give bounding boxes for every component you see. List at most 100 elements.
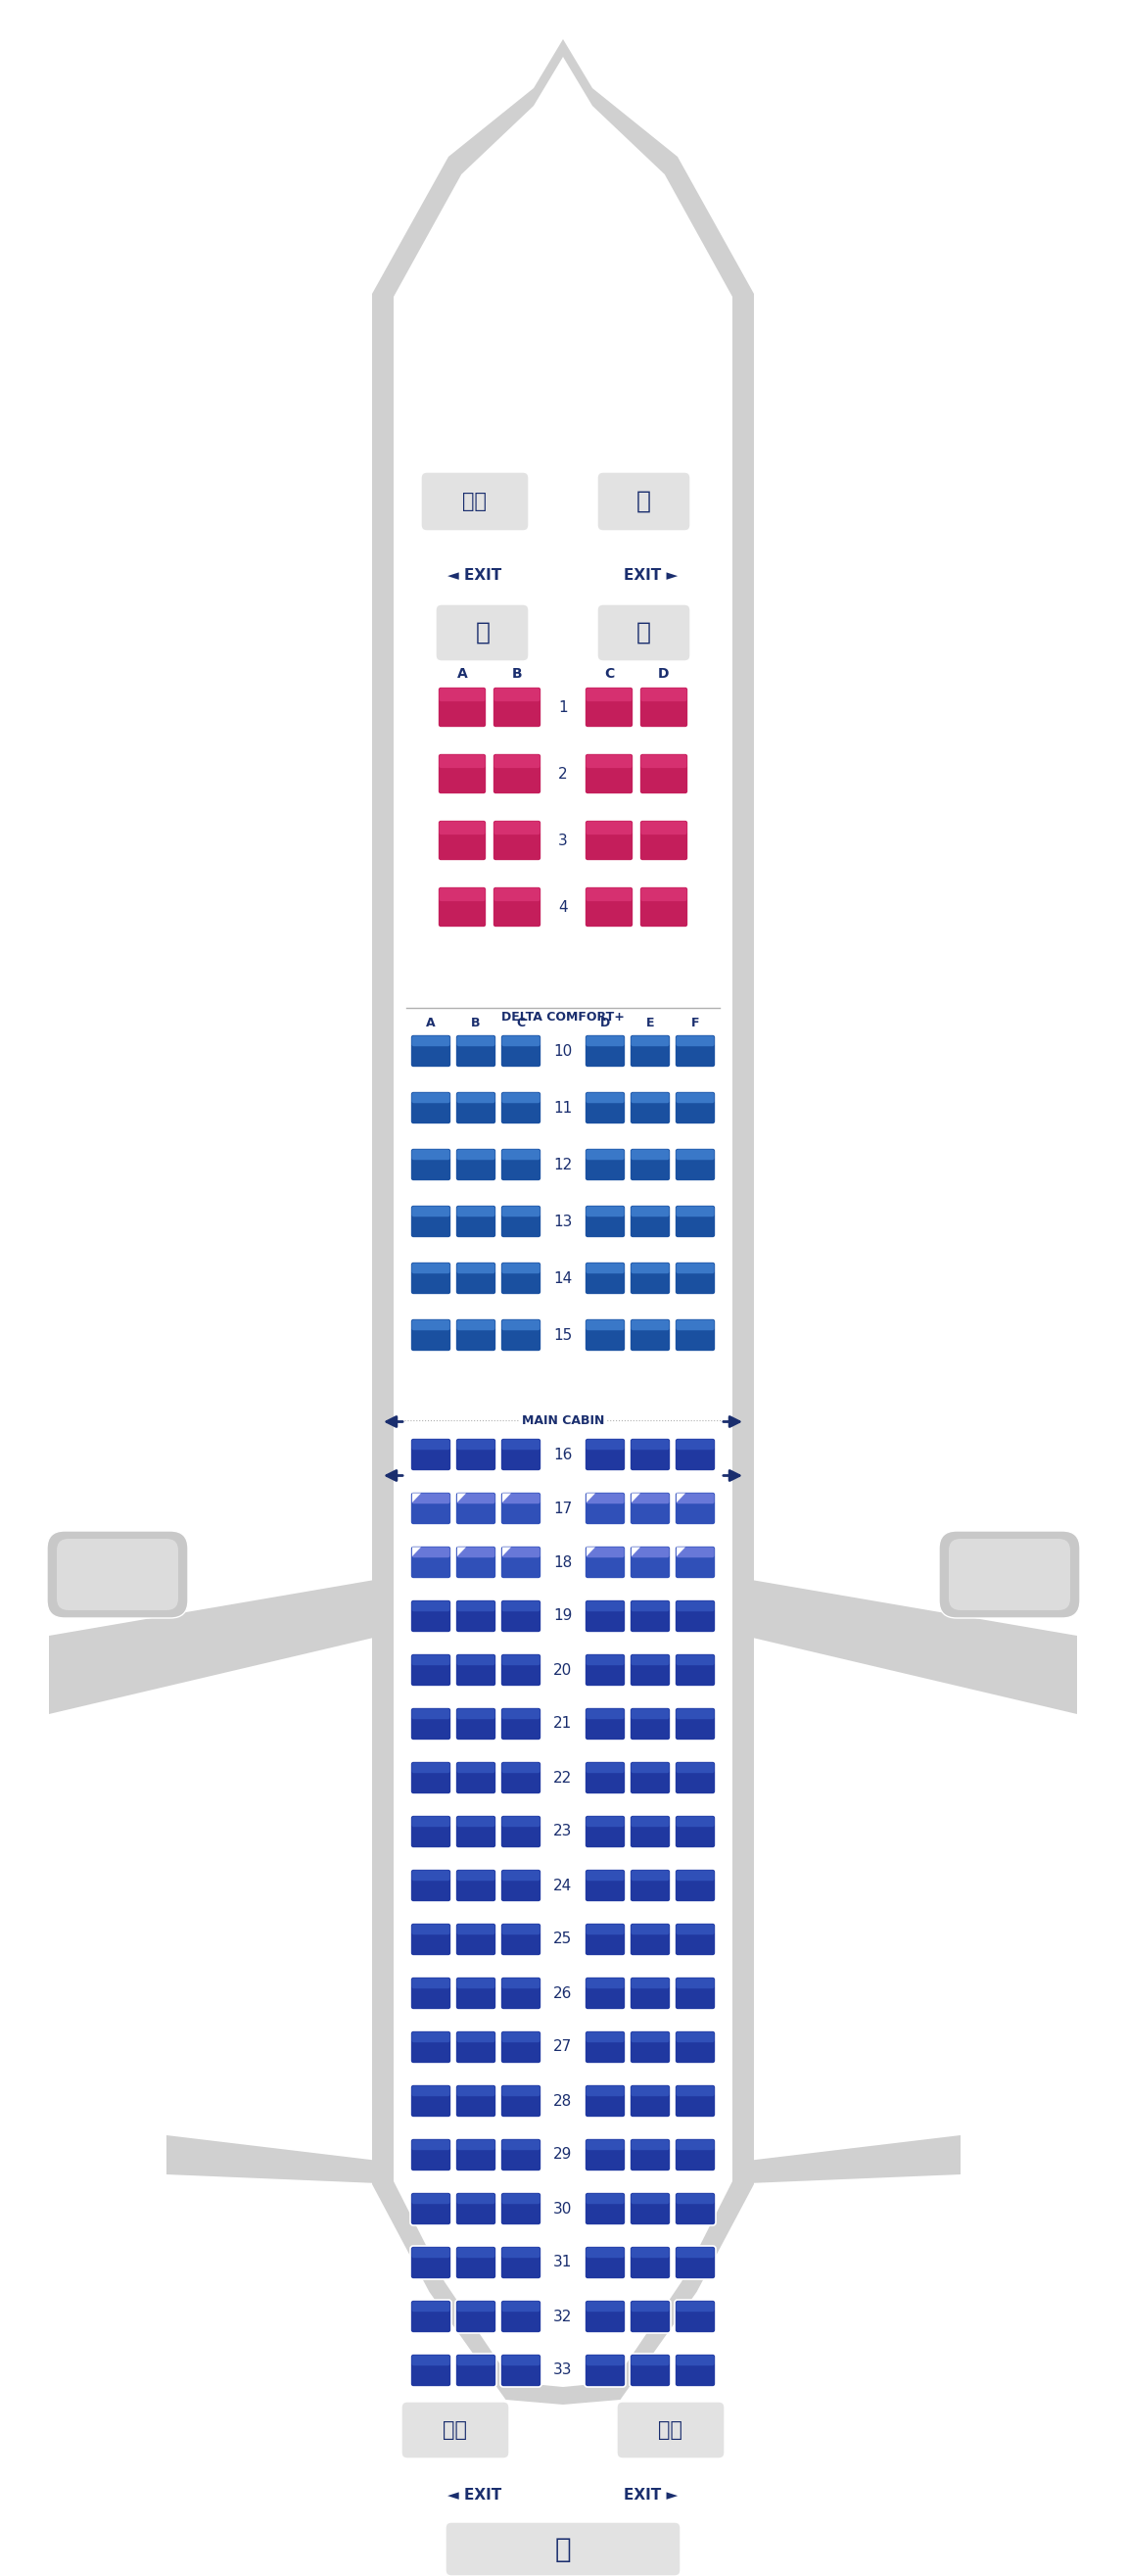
FancyBboxPatch shape <box>586 1036 624 1046</box>
FancyBboxPatch shape <box>456 1206 495 1216</box>
FancyBboxPatch shape <box>410 1816 452 1847</box>
FancyBboxPatch shape <box>631 1600 669 1613</box>
FancyBboxPatch shape <box>585 1600 625 1633</box>
FancyBboxPatch shape <box>500 1092 541 1126</box>
Text: ⛺⛺: ⛺⛺ <box>658 2421 683 2439</box>
FancyBboxPatch shape <box>455 1922 496 1955</box>
FancyBboxPatch shape <box>500 1816 541 1847</box>
Text: F: F <box>691 1018 700 1030</box>
FancyBboxPatch shape <box>676 1440 715 1450</box>
FancyBboxPatch shape <box>586 1149 624 1159</box>
FancyBboxPatch shape <box>411 1036 450 1046</box>
FancyBboxPatch shape <box>676 1654 715 1664</box>
FancyBboxPatch shape <box>630 1976 671 2009</box>
FancyBboxPatch shape <box>410 1708 452 1741</box>
FancyBboxPatch shape <box>586 755 632 768</box>
FancyBboxPatch shape <box>676 1262 715 1273</box>
FancyBboxPatch shape <box>455 1600 496 1633</box>
FancyBboxPatch shape <box>675 1149 716 1182</box>
FancyBboxPatch shape <box>586 1978 624 1989</box>
FancyBboxPatch shape <box>631 1149 669 1159</box>
Text: MAIN CABIN: MAIN CABIN <box>522 1414 604 1427</box>
FancyBboxPatch shape <box>631 1494 669 1504</box>
FancyBboxPatch shape <box>502 2300 540 2311</box>
FancyBboxPatch shape <box>456 1762 495 1772</box>
FancyBboxPatch shape <box>631 1440 669 1450</box>
FancyBboxPatch shape <box>585 1492 625 1525</box>
Text: 3: 3 <box>558 832 568 848</box>
FancyBboxPatch shape <box>586 2032 624 2043</box>
FancyBboxPatch shape <box>500 2300 541 2334</box>
Text: ◄ EXIT: ◄ EXIT <box>447 567 502 582</box>
FancyBboxPatch shape <box>676 1870 715 1880</box>
Text: ⑁: ⑁ <box>637 489 651 513</box>
FancyBboxPatch shape <box>411 1600 450 1613</box>
FancyBboxPatch shape <box>585 2246 625 2280</box>
FancyBboxPatch shape <box>502 2087 540 2097</box>
Text: 19: 19 <box>553 1610 573 1623</box>
FancyBboxPatch shape <box>500 1492 541 1525</box>
FancyBboxPatch shape <box>411 1816 450 1826</box>
FancyBboxPatch shape <box>585 2354 625 2388</box>
FancyBboxPatch shape <box>630 1600 671 1633</box>
FancyBboxPatch shape <box>675 1762 716 1795</box>
Polygon shape <box>412 1548 421 1556</box>
FancyBboxPatch shape <box>455 1654 496 1687</box>
FancyBboxPatch shape <box>586 2141 624 2151</box>
FancyBboxPatch shape <box>676 1548 715 1558</box>
FancyBboxPatch shape <box>410 1319 452 1352</box>
FancyBboxPatch shape <box>455 2030 496 2063</box>
FancyBboxPatch shape <box>676 2300 715 2311</box>
FancyBboxPatch shape <box>630 1036 671 1066</box>
FancyBboxPatch shape <box>586 688 632 701</box>
FancyBboxPatch shape <box>456 2300 495 2311</box>
FancyBboxPatch shape <box>456 1548 495 1558</box>
Polygon shape <box>586 1548 595 1556</box>
FancyBboxPatch shape <box>411 1092 450 1103</box>
FancyBboxPatch shape <box>494 889 540 902</box>
FancyBboxPatch shape <box>421 471 529 531</box>
FancyBboxPatch shape <box>630 1092 671 1126</box>
FancyBboxPatch shape <box>631 1036 669 1046</box>
FancyBboxPatch shape <box>500 1868 541 1901</box>
Text: B: B <box>512 667 522 680</box>
FancyBboxPatch shape <box>586 2246 624 2259</box>
FancyBboxPatch shape <box>502 1494 540 1504</box>
FancyBboxPatch shape <box>455 1546 496 1579</box>
Text: ◄ EXIT: ◄ EXIT <box>447 2488 502 2504</box>
Text: 27: 27 <box>553 2040 573 2056</box>
FancyBboxPatch shape <box>411 1708 450 1718</box>
FancyBboxPatch shape <box>630 2246 671 2280</box>
FancyBboxPatch shape <box>455 1092 496 1126</box>
FancyBboxPatch shape <box>585 1976 625 2009</box>
FancyBboxPatch shape <box>500 1319 541 1352</box>
FancyBboxPatch shape <box>47 1530 188 1618</box>
FancyBboxPatch shape <box>631 2087 669 2097</box>
FancyBboxPatch shape <box>675 1262 716 1296</box>
FancyBboxPatch shape <box>631 2032 669 2043</box>
FancyBboxPatch shape <box>500 1262 541 1296</box>
FancyBboxPatch shape <box>410 2354 452 2388</box>
FancyBboxPatch shape <box>455 2084 496 2117</box>
FancyBboxPatch shape <box>586 1924 624 1935</box>
FancyBboxPatch shape <box>586 1708 624 1718</box>
Polygon shape <box>372 39 754 2403</box>
Polygon shape <box>735 1440 1077 1713</box>
FancyBboxPatch shape <box>630 1762 671 1795</box>
FancyBboxPatch shape <box>585 1762 625 1795</box>
FancyBboxPatch shape <box>455 1762 496 1795</box>
FancyBboxPatch shape <box>437 886 487 927</box>
Text: A: A <box>456 667 468 680</box>
FancyBboxPatch shape <box>500 2354 541 2388</box>
FancyBboxPatch shape <box>410 1149 452 1182</box>
FancyBboxPatch shape <box>676 2195 715 2205</box>
FancyBboxPatch shape <box>411 1206 450 1216</box>
Text: ⑁: ⑁ <box>476 621 490 644</box>
FancyBboxPatch shape <box>494 822 540 835</box>
Text: 21: 21 <box>553 1716 573 1731</box>
FancyBboxPatch shape <box>586 1816 624 1826</box>
FancyBboxPatch shape <box>411 1978 450 1989</box>
FancyBboxPatch shape <box>440 822 485 835</box>
Text: 33: 33 <box>553 2362 573 2378</box>
FancyBboxPatch shape <box>410 1762 452 1795</box>
